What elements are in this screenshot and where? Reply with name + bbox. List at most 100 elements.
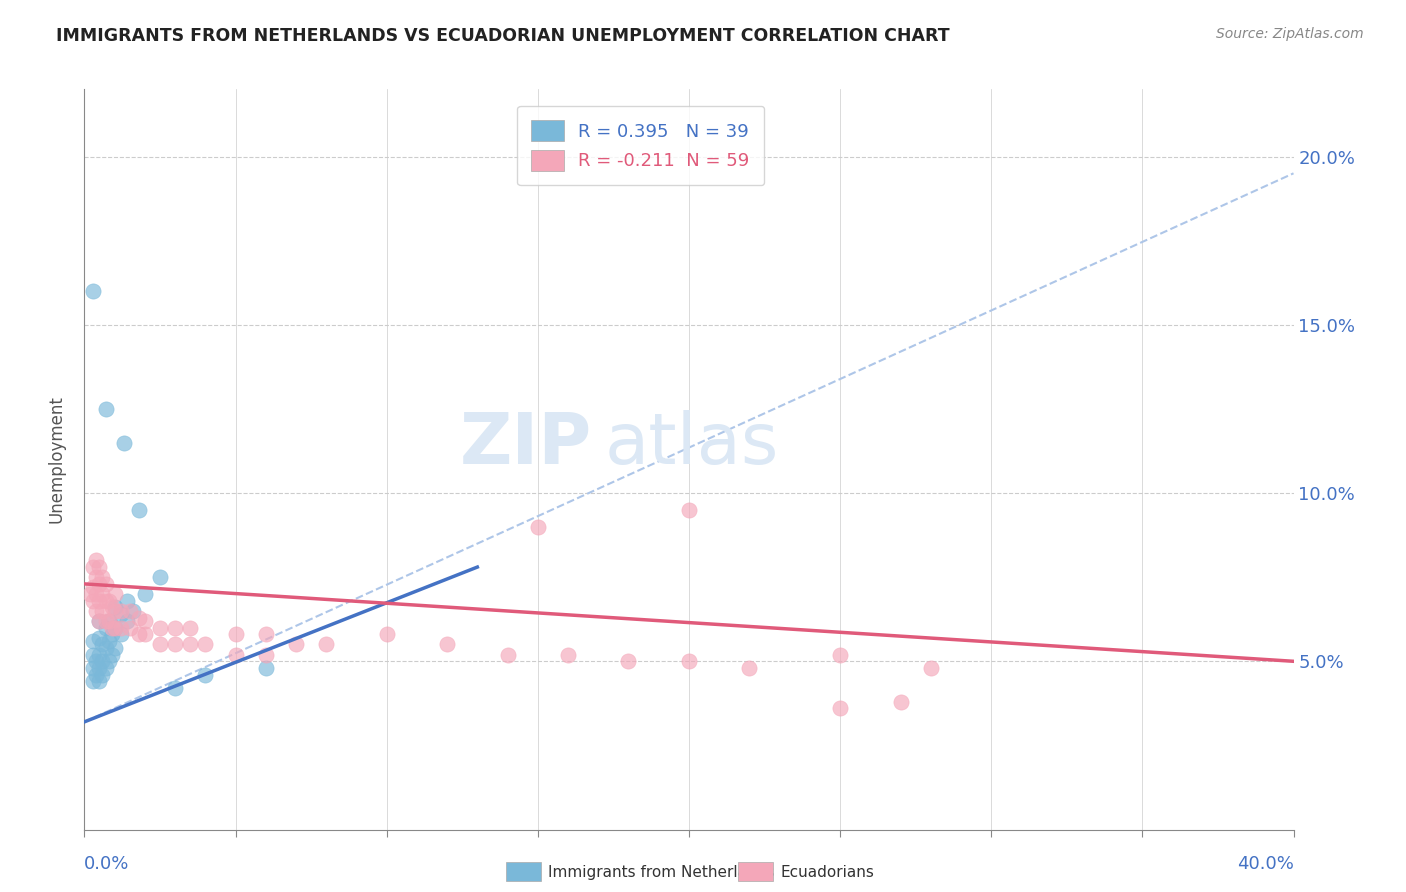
Point — [118, 604, 141, 618]
Point — [194, 667, 217, 681]
Point — [128, 610, 150, 624]
Point — [91, 587, 114, 601]
Point — [82, 661, 104, 675]
Text: Immigrants from Netherlands: Immigrants from Netherlands — [548, 865, 775, 880]
Point — [890, 695, 912, 709]
Point — [91, 604, 114, 618]
Point — [100, 600, 122, 615]
Point — [89, 674, 111, 689]
Point — [110, 607, 132, 622]
Point — [738, 661, 761, 675]
Point — [115, 593, 138, 607]
Point — [149, 621, 172, 635]
Point — [557, 648, 579, 662]
Point — [110, 627, 132, 641]
Point — [104, 621, 127, 635]
Point — [920, 661, 942, 675]
Point — [100, 621, 122, 635]
Point — [112, 435, 135, 450]
Y-axis label: Unemployment: Unemployment — [48, 395, 66, 524]
Point — [121, 604, 143, 618]
Point — [91, 654, 114, 668]
Point — [82, 674, 104, 689]
Point — [100, 627, 122, 641]
Point — [179, 637, 201, 651]
Point — [94, 621, 117, 635]
Point — [678, 654, 700, 668]
Text: atlas: atlas — [605, 410, 779, 479]
Point — [118, 621, 141, 635]
Point — [134, 614, 156, 628]
Point — [375, 627, 398, 641]
Point — [97, 634, 120, 648]
Point — [97, 614, 120, 628]
Point — [100, 648, 122, 662]
Point — [94, 640, 117, 655]
Point — [82, 634, 104, 648]
Point — [82, 284, 104, 298]
Point — [678, 503, 700, 517]
Point — [86, 570, 108, 584]
Point — [94, 661, 117, 675]
Point — [94, 614, 117, 628]
Point — [104, 621, 127, 635]
Point — [254, 627, 277, 641]
Point — [86, 654, 108, 668]
Point — [315, 637, 337, 651]
Point — [110, 604, 132, 618]
Point — [89, 560, 111, 574]
Point — [104, 604, 127, 618]
Point — [82, 580, 104, 594]
Point — [165, 681, 187, 696]
Point — [82, 560, 104, 574]
Point — [149, 637, 172, 651]
Point — [89, 661, 111, 675]
Point — [97, 654, 120, 668]
Point — [104, 587, 127, 601]
Point — [97, 614, 120, 628]
Point — [89, 648, 111, 662]
Point — [436, 637, 458, 651]
Text: 0.0%: 0.0% — [84, 855, 129, 872]
Point — [86, 667, 108, 681]
Point — [104, 640, 127, 655]
Point — [165, 621, 187, 635]
Point — [617, 654, 640, 668]
Point — [89, 577, 111, 591]
Point — [110, 621, 132, 635]
Point — [82, 648, 104, 662]
Point — [134, 587, 156, 601]
Point — [94, 401, 117, 416]
Point — [94, 577, 117, 591]
Point — [225, 648, 247, 662]
Point — [149, 570, 172, 584]
Point — [225, 627, 247, 641]
Text: Source: ZipAtlas.com: Source: ZipAtlas.com — [1216, 27, 1364, 41]
Point — [94, 593, 117, 607]
Point — [86, 553, 108, 567]
Point — [128, 627, 150, 641]
Point — [89, 631, 111, 645]
Point — [830, 648, 852, 662]
Point — [134, 627, 156, 641]
Point — [104, 600, 127, 615]
Point — [115, 614, 138, 628]
Point — [91, 667, 114, 681]
Point — [830, 701, 852, 715]
Point — [165, 637, 187, 651]
Text: Ecuadorians: Ecuadorians — [780, 865, 875, 880]
Point — [79, 587, 101, 601]
Point — [89, 614, 111, 628]
Point — [86, 604, 108, 618]
Point — [91, 570, 114, 584]
Point — [285, 637, 308, 651]
Point — [97, 593, 120, 607]
Point — [496, 648, 519, 662]
Text: ZIP: ZIP — [460, 410, 592, 479]
Point — [527, 519, 550, 533]
Point — [254, 648, 277, 662]
Point — [254, 661, 277, 675]
Legend: R = 0.395   N = 39, R = -0.211  N = 59: R = 0.395 N = 39, R = -0.211 N = 59 — [517, 105, 763, 186]
Point — [194, 637, 217, 651]
Text: IMMIGRANTS FROM NETHERLANDS VS ECUADORIAN UNEMPLOYMENT CORRELATION CHART: IMMIGRANTS FROM NETHERLANDS VS ECUADORIA… — [56, 27, 950, 45]
